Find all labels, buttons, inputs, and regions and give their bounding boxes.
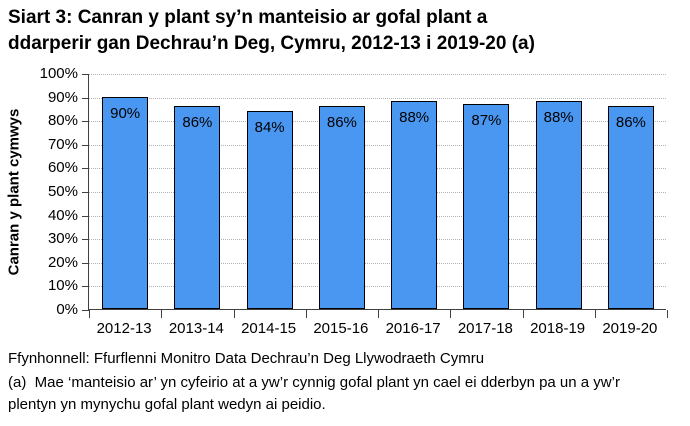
gridline: [89, 239, 666, 241]
x-axis-tick: [378, 310, 379, 318]
y-axis-tick: [82, 144, 89, 146]
x-axis-label: 2012-13: [96, 320, 152, 337]
y-axis-tick: [82, 192, 89, 193]
y-axis-tick: [82, 286, 89, 288]
x-axis-tick: [89, 310, 90, 318]
chart-title-line1: Siart 3: Canran y plant sy’n manteisio a…: [8, 7, 488, 28]
y-tick-label: 60%: [47, 159, 78, 177]
y-axis-tick: [82, 215, 89, 217]
gridline: [89, 215, 666, 217]
x-axis-tick: [233, 310, 235, 318]
y-tick-label: 80%: [47, 112, 78, 130]
y-tick-label: 0%: [56, 301, 78, 318]
bar-value-label: 84%: [254, 118, 285, 136]
y-axis-tick: [82, 97, 89, 99]
footnote: (a) Mae ‘manteisio ar’ yn cyfeirio at a …: [8, 374, 620, 413]
plot-area: 90% 86% 84% 86% 88% 87% 88% 86%: [82, 74, 668, 318]
y-tick-label: 100%: [39, 65, 78, 82]
bar: 86%: [174, 106, 221, 309]
bar: 88%: [391, 101, 438, 309]
y-axis-tick: [82, 74, 89, 75]
gridline: [89, 262, 666, 264]
y-tick-label: 90%: [47, 88, 78, 106]
gridline: [89, 286, 666, 288]
y-axis-tick: [82, 310, 89, 311]
bar: 88%: [535, 101, 582, 309]
y-tick-label: 70%: [47, 135, 78, 153]
y-axis-tick: [82, 262, 89, 264]
gridline: [89, 192, 666, 193]
x-axis-tick: [450, 310, 452, 318]
bar: 90%: [102, 96, 149, 309]
x-axis-label: 2016-17: [385, 320, 441, 337]
x-axis-label: 2013-14: [168, 320, 224, 337]
x-axis-tick: [305, 310, 307, 318]
x-axis-label: 2015-16: [313, 320, 369, 337]
x-axis-tick: [161, 310, 163, 318]
gridline: [89, 121, 666, 123]
gridline: [89, 144, 666, 146]
bar: 86%: [318, 106, 365, 309]
bar-value-label: 86%: [326, 114, 357, 132]
y-axis-tick: [82, 121, 89, 123]
gridline: [89, 74, 666, 75]
x-axis-label: 2014-15: [241, 320, 297, 337]
x-axis-tick: [594, 310, 596, 318]
y-tick-label: 20%: [47, 253, 78, 271]
bar-value-label: 88%: [399, 109, 430, 127]
bar-value-label: 86%: [615, 114, 646, 132]
source-note: Ffynhonnell: Ffurflenni Monitro Data Dec…: [8, 350, 485, 367]
bar-value-label: 90%: [110, 104, 141, 122]
y-tick-label: 50%: [47, 183, 78, 200]
bar: 86%: [607, 106, 654, 309]
bar-value-label: 87%: [471, 111, 502, 129]
bar-value-label: 86%: [182, 114, 213, 132]
x-axis-label: 2019-20: [602, 320, 658, 337]
y-tick-label: 30%: [47, 230, 78, 248]
y-tick-label: 10%: [47, 277, 78, 295]
gridline: [89, 97, 666, 99]
gridline: [89, 168, 666, 170]
x-axis-tick: [522, 310, 524, 318]
bar-value-label: 88%: [543, 109, 574, 127]
bar: 84%: [246, 110, 293, 309]
x-axis-label: 2017-18: [457, 320, 513, 337]
chart-title: Siart 3: Canran y plant sy’n manteisio a…: [8, 5, 684, 57]
y-tick-label: 40%: [47, 206, 78, 224]
x-axis-tick: [667, 310, 668, 318]
bar: 87%: [463, 103, 510, 309]
chart-title-line2: ddarperir gan Dechrau’n Deg, Cymru, 2012…: [8, 33, 535, 54]
x-axis-label: 2018-19: [530, 320, 586, 337]
y-axis-tick: [82, 239, 89, 241]
y-axis-tick: [82, 168, 89, 170]
